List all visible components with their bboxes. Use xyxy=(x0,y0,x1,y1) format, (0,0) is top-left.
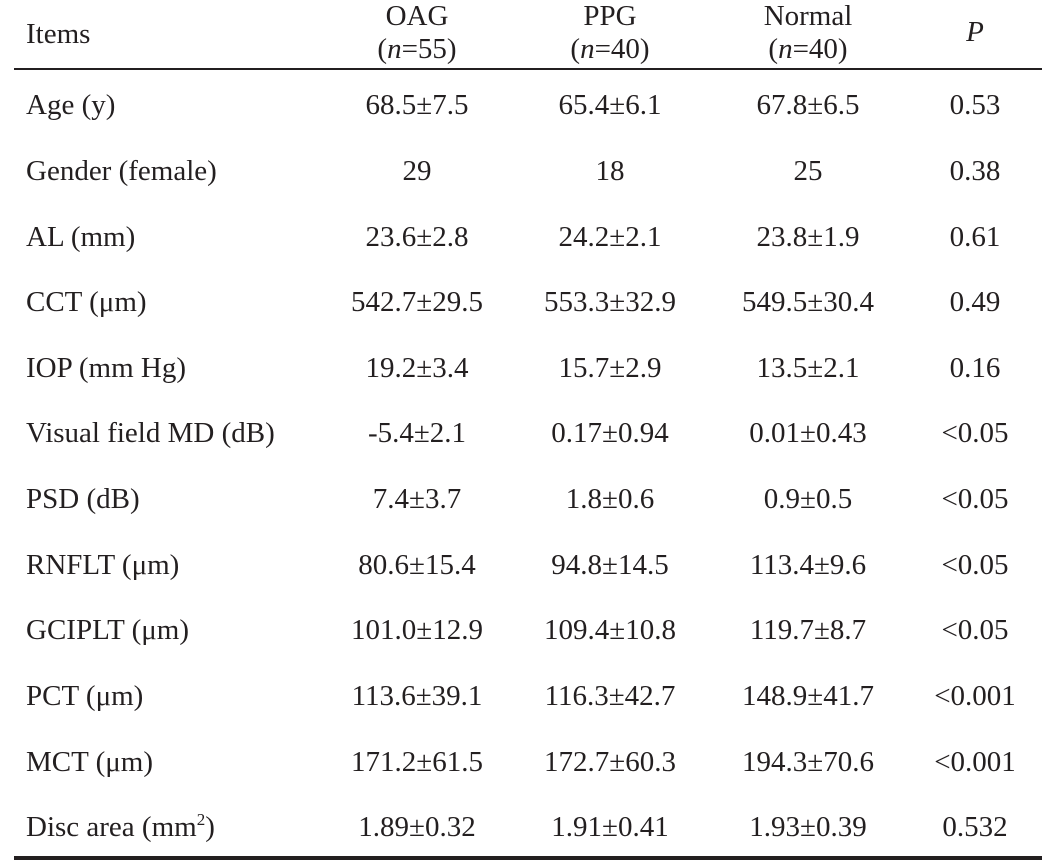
table-row: Visual field MD (dB) -5.4±2.1 0.17±0.94 … xyxy=(14,400,1042,466)
cell-oag: 7.4±3.7 xyxy=(372,483,462,515)
header-normal-n: (n=40) xyxy=(768,33,848,65)
cell-ppg: 553.3±32.9 xyxy=(544,286,676,318)
header-normal-name: Normal xyxy=(763,0,853,32)
cell-oag: 542.7±29.5 xyxy=(351,286,483,318)
cell-p: <0.05 xyxy=(941,549,1009,581)
cell-ppg: 65.4±6.1 xyxy=(558,89,662,121)
row-label: AL (mm) xyxy=(26,221,136,253)
cell-normal: 0.9±0.5 xyxy=(763,483,853,515)
row-label: MCT (μm) xyxy=(26,746,153,778)
table-row: Gender (female) 29 18 25 0.38 xyxy=(14,138,1042,204)
row-label: GCIPLT (μm) xyxy=(26,614,189,646)
cell-p: <0.05 xyxy=(941,417,1009,449)
cell-p: <0.05 xyxy=(941,614,1009,646)
cell-oag: -5.4±2.1 xyxy=(367,417,467,449)
row-label: Disc area (mm2) xyxy=(26,794,215,860)
cell-ppg: 15.7±2.9 xyxy=(558,352,662,384)
cell-p: <0.05 xyxy=(941,483,1009,515)
table-row: RNFLT (μm) 80.6±15.4 94.8±14.5 113.4±9.6… xyxy=(14,532,1042,598)
cell-p: 0.61 xyxy=(949,221,1001,253)
cell-p: 0.38 xyxy=(949,155,1001,187)
header-ppg: PPG (n=40) xyxy=(525,0,695,68)
data-table: Items OAG (n=55) PPG (n=40) Normal (n=40… xyxy=(14,0,1042,863)
header-rule xyxy=(14,68,1042,70)
cell-p: <0.001 xyxy=(934,746,1016,778)
cell-oag: 113.6±39.1 xyxy=(351,680,483,712)
cell-normal: 119.7±8.7 xyxy=(749,614,867,646)
cell-ppg: 1.91±0.41 xyxy=(551,811,669,843)
row-label: IOP (mm Hg) xyxy=(26,352,187,384)
cell-ppg: 172.7±60.3 xyxy=(544,746,676,778)
bottom-rule xyxy=(14,856,1042,860)
row-label: Gender (female) xyxy=(26,155,217,187)
header-p-label: P xyxy=(966,16,984,48)
cell-oag: 19.2±3.4 xyxy=(365,352,469,384)
header-normal: Normal (n=40) xyxy=(723,0,893,68)
cell-p: 0.53 xyxy=(949,89,1001,121)
cell-normal: 113.4±9.6 xyxy=(749,549,867,581)
cell-normal: 23.8±1.9 xyxy=(756,221,860,253)
cell-ppg: 109.4±10.8 xyxy=(544,614,676,646)
header-ppg-name: PPG xyxy=(583,0,637,32)
cell-oag: 1.89±0.32 xyxy=(358,811,476,843)
cell-ppg: 94.8±14.5 xyxy=(551,549,669,581)
cell-normal: 25 xyxy=(793,155,823,187)
table-row: PSD (dB) 7.4±3.7 1.8±0.6 0.9±0.5 <0.05 xyxy=(14,466,1042,532)
cell-normal: 549.5±30.4 xyxy=(742,286,874,318)
cell-oag: 23.6±2.8 xyxy=(365,221,469,253)
header-ppg-n: (n=40) xyxy=(570,33,650,65)
header-oag-name: OAG xyxy=(385,0,449,32)
cell-oag: 68.5±7.5 xyxy=(365,89,469,121)
row-label: PCT (μm) xyxy=(26,680,144,712)
cell-ppg: 116.3±42.7 xyxy=(544,680,676,712)
table-row: Age (y) 68.5±7.5 65.4±6.1 67.8±6.5 0.53 xyxy=(14,72,1042,138)
table-row: AL (mm) 23.6±2.8 24.2±2.1 23.8±1.9 0.61 xyxy=(14,204,1042,270)
cell-ppg: 0.17±0.94 xyxy=(551,417,669,449)
row-label-superscript: 2 xyxy=(196,810,206,829)
row-label: Age (y) xyxy=(26,89,116,121)
row-label-suffix: ) xyxy=(205,811,215,843)
cell-ppg: 24.2±2.1 xyxy=(558,221,662,253)
header-items: Items xyxy=(26,17,90,85)
table-row: IOP (mm Hg) 19.2±3.4 15.7±2.9 13.5±2.1 0… xyxy=(14,335,1042,401)
cell-ppg: 18 xyxy=(595,155,625,187)
cell-p: 0.532 xyxy=(942,811,1008,843)
row-label: PSD (dB) xyxy=(26,483,140,515)
table-row: Disc area (mm2) 1.89±0.32 1.91±0.41 1.93… xyxy=(14,794,1042,860)
row-label-text: Disc area (mm xyxy=(26,811,197,843)
header-oag: OAG (n=55) xyxy=(332,0,502,68)
header-p: P xyxy=(920,16,1030,84)
table-row: PCT (μm) 113.6±39.1 116.3±42.7 148.9±41.… xyxy=(14,663,1042,729)
row-label: Visual field MD (dB) xyxy=(26,417,275,449)
cell-oag: 101.0±12.9 xyxy=(351,614,483,646)
cell-normal: 0.01±0.43 xyxy=(749,417,867,449)
cell-ppg: 1.8±0.6 xyxy=(565,483,655,515)
cell-oag: 29 xyxy=(402,155,432,187)
table-row: MCT (μm) 171.2±61.5 172.7±60.3 194.3±70.… xyxy=(14,729,1042,795)
cell-normal: 148.9±41.7 xyxy=(742,680,874,712)
cell-normal: 13.5±2.1 xyxy=(756,352,860,384)
cell-oag: 80.6±15.4 xyxy=(358,549,476,581)
cell-normal: 67.8±6.5 xyxy=(756,89,860,121)
header-items-label: Items xyxy=(26,18,91,50)
cell-p: 0.49 xyxy=(949,286,1001,318)
cell-normal: 1.93±0.39 xyxy=(749,811,867,843)
cell-normal: 194.3±70.6 xyxy=(742,746,874,778)
table-row: CCT (μm) 542.7±29.5 553.3±32.9 549.5±30.… xyxy=(14,269,1042,335)
row-label: CCT (μm) xyxy=(26,286,147,318)
cell-p: 0.16 xyxy=(949,352,1001,384)
cell-p: <0.001 xyxy=(934,680,1016,712)
table-row: GCIPLT (μm) 101.0±12.9 109.4±10.8 119.7±… xyxy=(14,597,1042,663)
row-label: RNFLT (μm) xyxy=(26,549,180,581)
header-oag-n: (n=55) xyxy=(377,33,457,65)
cell-oag: 171.2±61.5 xyxy=(351,746,483,778)
